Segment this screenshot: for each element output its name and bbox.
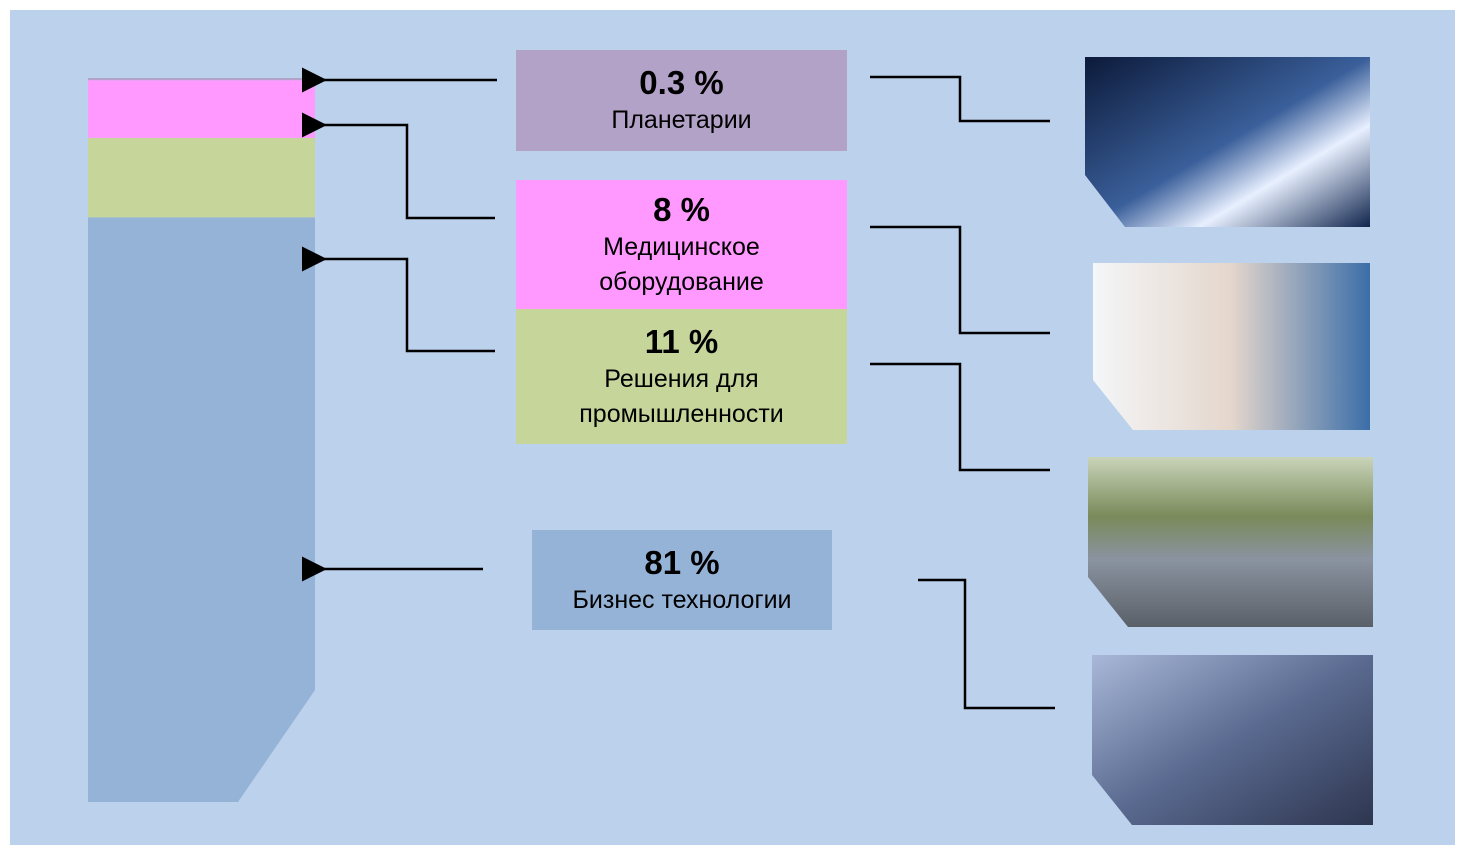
bar-segment [88, 137, 315, 218]
photo-office [1092, 655, 1373, 825]
category-label: Решения для промышленности [579, 364, 784, 428]
category-label: Бизнес технологии [572, 585, 792, 614]
label-box: 11 % Решения для промышленности [516, 309, 847, 444]
label-box: 81 % Бизнес технологии [532, 530, 832, 630]
photo-planetarium [1085, 57, 1370, 227]
bar-segment [88, 217, 315, 802]
arrows [302, 67, 1055, 710]
photo-medical [1093, 263, 1370, 430]
label-box: 8 % Медицинское оборудование [516, 180, 847, 309]
stacked-bar [88, 78, 315, 802]
label-box: 0.3 % Планетарии [516, 50, 847, 151]
value-label: 8 % [653, 190, 710, 228]
value-label: 81 % [644, 543, 720, 581]
bar-segment [88, 78, 315, 81]
value-label: 0.3 % [639, 64, 724, 101]
photo-car [1088, 457, 1373, 627]
category-label: Медицинское оборудование [599, 232, 764, 296]
bar-segment [88, 80, 315, 138]
category-label: Планетарии [611, 106, 752, 134]
value-label: 11 % [644, 322, 719, 360]
